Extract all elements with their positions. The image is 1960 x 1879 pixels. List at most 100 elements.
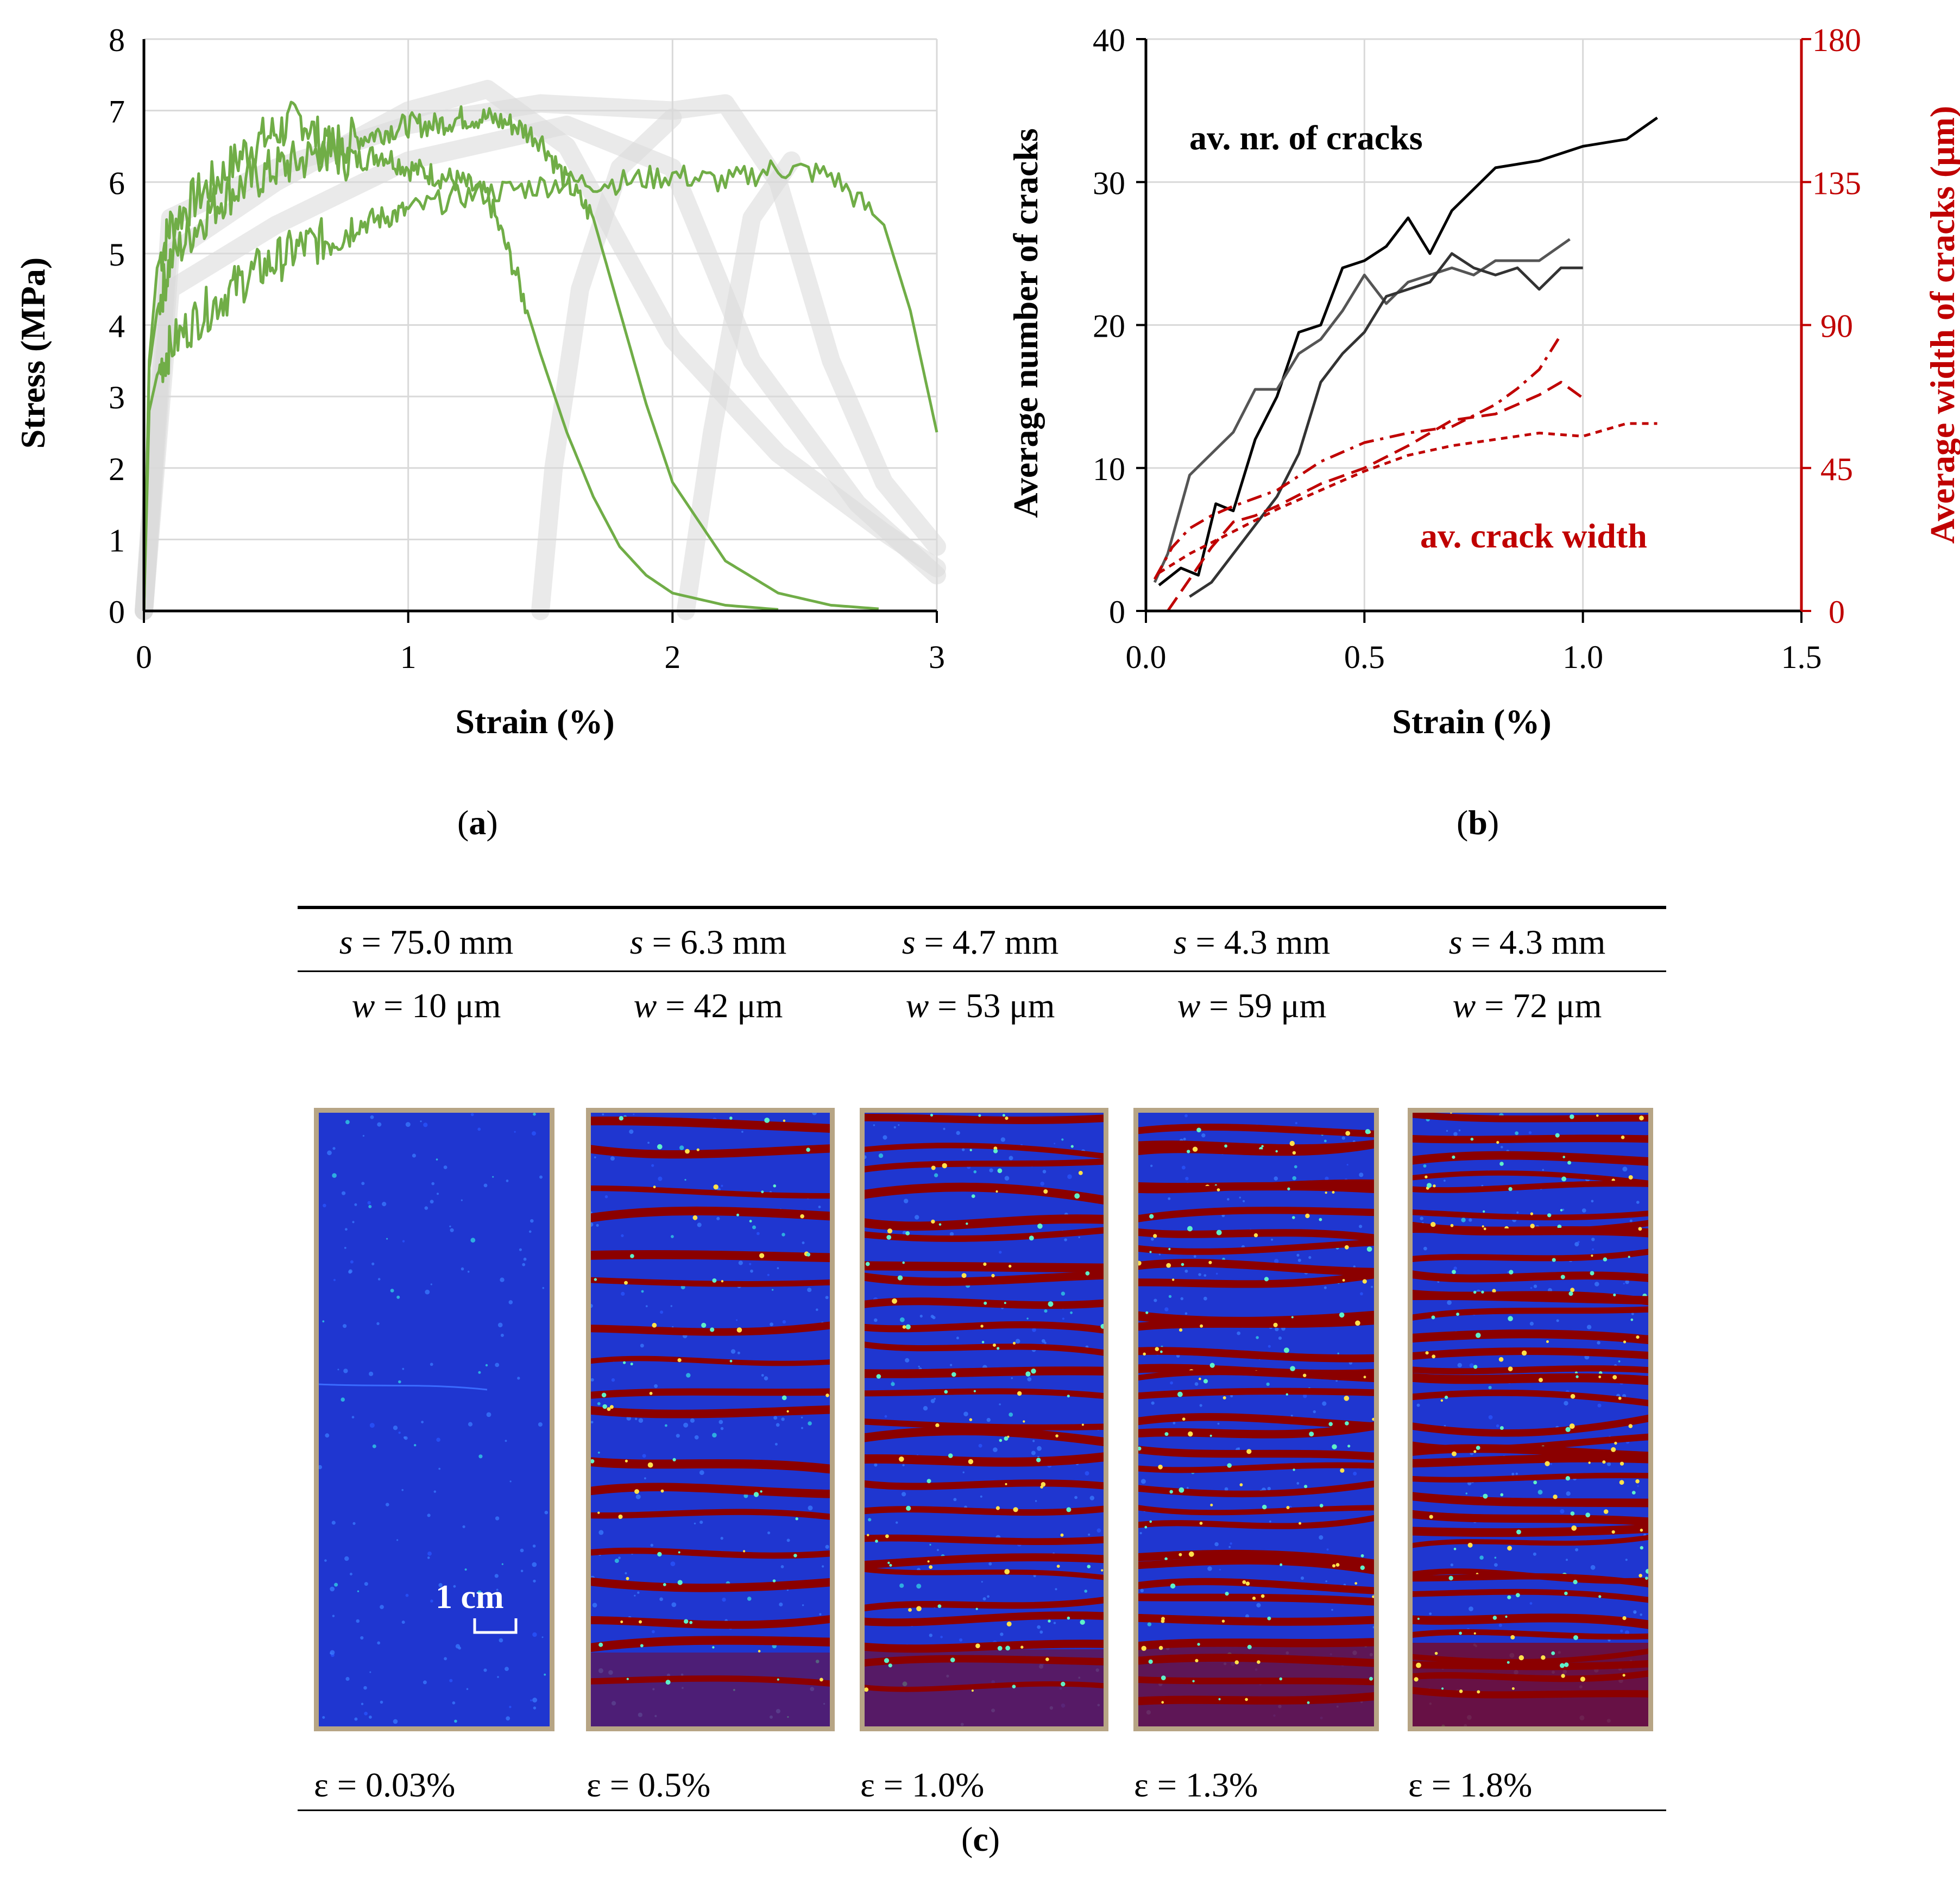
dic-speckle [352, 1522, 356, 1525]
dic-crack [860, 1426, 1108, 1446]
dic-crack [1410, 1648, 1651, 1665]
dic-strain-spot [908, 1608, 912, 1612]
dic-speckle [431, 1182, 434, 1186]
dic-speckle [1465, 1492, 1467, 1495]
dic-speckle [1032, 1328, 1036, 1332]
dic-speckle [902, 1492, 906, 1497]
dic-speckle [1000, 1137, 1005, 1142]
dic-strain-spot [1252, 1597, 1256, 1600]
dic-strain-spot [1004, 1436, 1009, 1441]
dic-strain-spot [1628, 1175, 1633, 1180]
dic-speckle [466, 1688, 469, 1690]
dic-crack [1409, 1220, 1652, 1235]
dic-strain-spot [1291, 1316, 1294, 1319]
chart-a-x-tick-label: 2 [664, 639, 680, 675]
dic-strain-spot [825, 1394, 829, 1397]
dic-speckle [532, 1632, 537, 1637]
dic-speckle [899, 1317, 905, 1322]
dic-strain-spot [884, 1658, 890, 1663]
dic-speckle [1224, 1487, 1228, 1491]
dic-speckle [658, 1176, 663, 1181]
dic-strain-spot [1516, 1593, 1520, 1598]
dic-strain-spot [1160, 1350, 1163, 1353]
dic-crack [861, 1113, 1107, 1124]
chart-a-y-tick-label: 2 [109, 451, 125, 487]
dic-strain-spot [1510, 1635, 1515, 1640]
dic-field-2 [586, 1110, 835, 1731]
dic-crack [860, 1452, 1108, 1467]
dic-strain-spot [897, 1275, 903, 1281]
dic-speckle [402, 1367, 405, 1370]
dic-speckle [376, 1322, 380, 1325]
dic-strain-spot [1483, 1210, 1485, 1213]
dic-speckle [438, 1583, 443, 1587]
dic-strain-spot [1161, 1675, 1166, 1680]
dic-crack [587, 1615, 834, 1629]
dic-strain-spot [1006, 1621, 1012, 1626]
dic-speckle [638, 1418, 644, 1423]
dic-image-3 [860, 1108, 1108, 1731]
dic-crack [861, 1143, 1107, 1159]
dic-speckle [786, 1538, 790, 1542]
chart-b-crack-width-line [1167, 381, 1584, 612]
s-value: 4.7 mm [952, 923, 1059, 961]
dic-speckle [949, 1232, 954, 1237]
chart-a: 0 1 2 3 4 5 6 7 8 0 1 2 3 Strain (%) Stress (MPa) [14, 22, 946, 741]
dic-speckle [671, 1235, 674, 1238]
dic-speckle [1416, 1403, 1420, 1407]
dic-strain-spot [1273, 1322, 1278, 1327]
dic-speckle [1586, 1325, 1592, 1329]
chart-a-x-tick-label: 3 [929, 639, 945, 675]
dic-speckle [597, 1402, 601, 1405]
w-value: 10 μm [412, 986, 501, 1025]
dic-strain-spot [773, 1184, 777, 1188]
dic-crack [588, 1277, 833, 1287]
dic-strain-spot [678, 1551, 680, 1554]
dic-strain-spot [1012, 1341, 1016, 1345]
dic-speckle [598, 1668, 603, 1673]
dic-speckle [343, 1369, 348, 1373]
dic-strain-spot [1546, 1340, 1549, 1343]
dic-speckle [520, 1569, 524, 1573]
dic-crack [1409, 1181, 1652, 1193]
dic-speckle [741, 1131, 743, 1133]
dic-speckle [494, 1574, 499, 1578]
dic-crack [588, 1185, 833, 1199]
dic-crack [1409, 1134, 1652, 1144]
dic-strain-spot [1332, 1444, 1337, 1449]
dic-speckle [412, 1153, 416, 1158]
s-value: 4.3 mm [1224, 923, 1331, 961]
dic-speckle [1371, 1285, 1373, 1288]
dic-speckle [1042, 1170, 1047, 1174]
dic-speckle [660, 1310, 664, 1314]
eps-symbol: ε [860, 1765, 875, 1804]
dic-speckle [1230, 1542, 1232, 1545]
dic-strain-spot [1539, 1378, 1543, 1383]
dic-speckle [635, 1494, 641, 1499]
dic-strain-spot [1621, 1136, 1625, 1139]
dic-strain-spot [1023, 1420, 1025, 1423]
dic-speckle [506, 1716, 511, 1721]
dic-speckle [401, 1621, 405, 1624]
dic-speckle [1193, 1255, 1196, 1258]
dic-speckle [1372, 1626, 1375, 1629]
chart-b-y2-axis-label: Average width of cracks (μm) [1923, 106, 1960, 544]
dic-speckle [348, 1270, 352, 1274]
eps-value: 0.03% [365, 1765, 456, 1804]
dic-speckle [492, 1176, 494, 1178]
dic-crack [587, 1321, 834, 1336]
dic-strain-spot [1431, 1315, 1435, 1320]
dic-strain-spot [991, 1273, 995, 1278]
dic-strain-spot [1425, 1351, 1429, 1355]
dic-crack [1134, 1271, 1378, 1288]
dic-strain-spot [1181, 1263, 1184, 1266]
dic-strain-spot [1562, 1156, 1565, 1158]
dic-speckle [544, 1673, 546, 1676]
dic-crack [1409, 1249, 1652, 1262]
dic-strain-spot [1085, 1271, 1090, 1276]
dic-speckle [1637, 1485, 1639, 1487]
dic-speckle [478, 1371, 481, 1374]
dic-crack [588, 1355, 833, 1366]
dic-speckle [350, 1260, 354, 1264]
dic-speckle [781, 1417, 785, 1421]
